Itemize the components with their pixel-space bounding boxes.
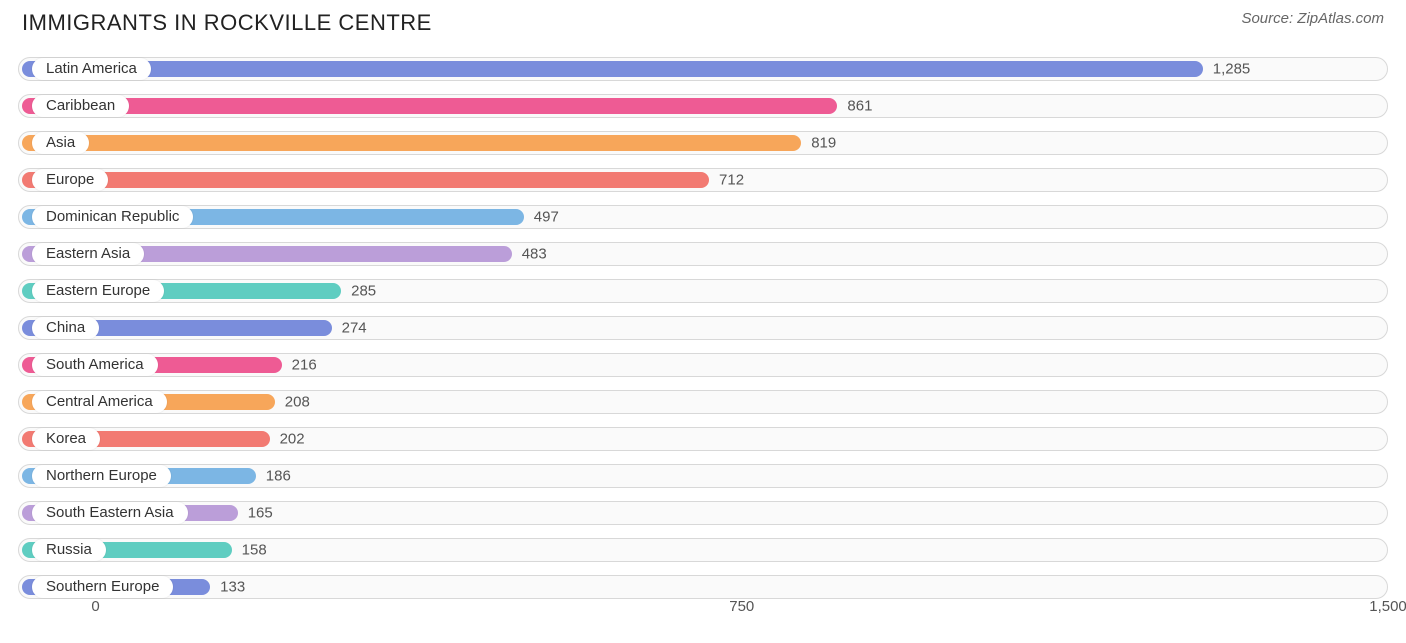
- bar-row: Asia 819: [18, 128, 1388, 158]
- bar-row: Latin America 1,285: [18, 54, 1388, 84]
- bar-value: 819: [811, 135, 836, 152]
- bar-value: 274: [342, 320, 367, 337]
- bar-fill: [22, 172, 709, 188]
- bar-label: South Eastern Asia: [32, 502, 188, 524]
- bar-value: 216: [292, 357, 317, 374]
- axis-tick: 0: [91, 598, 99, 615]
- bar-row: Eastern Asia 483: [18, 239, 1388, 269]
- bar-fill: [22, 61, 1203, 77]
- bar-row: Dominican Republic 497: [18, 202, 1388, 232]
- bar-value: 497: [534, 209, 559, 226]
- bar-label: China: [32, 317, 99, 339]
- axis-tick: 1,500: [1369, 598, 1406, 615]
- bar-value: 133: [220, 579, 245, 596]
- bar-value: 202: [280, 431, 305, 448]
- bar-label: Eastern Europe: [32, 280, 164, 302]
- bar-label: Central America: [32, 391, 167, 413]
- bar-row: Europe 712: [18, 165, 1388, 195]
- chart-source: Source: ZipAtlas.com: [1241, 10, 1384, 27]
- bar-row: Northern Europe 186: [18, 461, 1388, 491]
- bar-value: 208: [285, 394, 310, 411]
- bar-label: Northern Europe: [32, 465, 171, 487]
- bar-value: 861: [847, 98, 872, 115]
- chart-header: IMMIGRANTS IN ROCKVILLE CENTRE Source: Z…: [18, 10, 1388, 36]
- bar-row: China 274: [18, 313, 1388, 343]
- axis-tick: 750: [729, 598, 754, 615]
- bars-container: Latin America 1,285 Caribbean 861 Asia 819 Eur…: [18, 54, 1388, 594]
- chart-area: Latin America 1,285 Caribbean 861 Asia 819 Eur…: [18, 54, 1388, 594]
- x-axis: 07501,500: [18, 598, 1388, 628]
- bar-value: 285: [351, 283, 376, 300]
- bar-value: 165: [248, 505, 273, 522]
- bar-row: Korea 202: [18, 424, 1388, 454]
- bar-row: Russia 158: [18, 535, 1388, 565]
- bar-label: Dominican Republic: [32, 206, 193, 228]
- bar-label: Asia: [32, 132, 89, 154]
- bar-value: 483: [522, 246, 547, 263]
- bar-label: Caribbean: [32, 95, 129, 117]
- bar-value: 186: [266, 468, 291, 485]
- chart-title: IMMIGRANTS IN ROCKVILLE CENTRE: [22, 10, 432, 36]
- bar-label: Russia: [32, 539, 106, 561]
- bar-row: South America 216: [18, 350, 1388, 380]
- bar-label: Eastern Asia: [32, 243, 144, 265]
- bar-fill: [22, 135, 801, 151]
- bar-label: Southern Europe: [32, 576, 173, 598]
- bar-label: Europe: [32, 169, 108, 191]
- bar-row: Central America 208: [18, 387, 1388, 417]
- bar-value: 158: [242, 542, 267, 559]
- bar-fill: [22, 98, 837, 114]
- bar-value: 712: [719, 172, 744, 189]
- bar-label: Latin America: [32, 58, 151, 80]
- bar-row: South Eastern Asia 165: [18, 498, 1388, 528]
- bar-value: 1,285: [1213, 61, 1251, 78]
- bar-label: South America: [32, 354, 158, 376]
- bar-label: Korea: [32, 428, 100, 450]
- bar-row: Eastern Europe 285: [18, 276, 1388, 306]
- bar-row: Caribbean 861: [18, 91, 1388, 121]
